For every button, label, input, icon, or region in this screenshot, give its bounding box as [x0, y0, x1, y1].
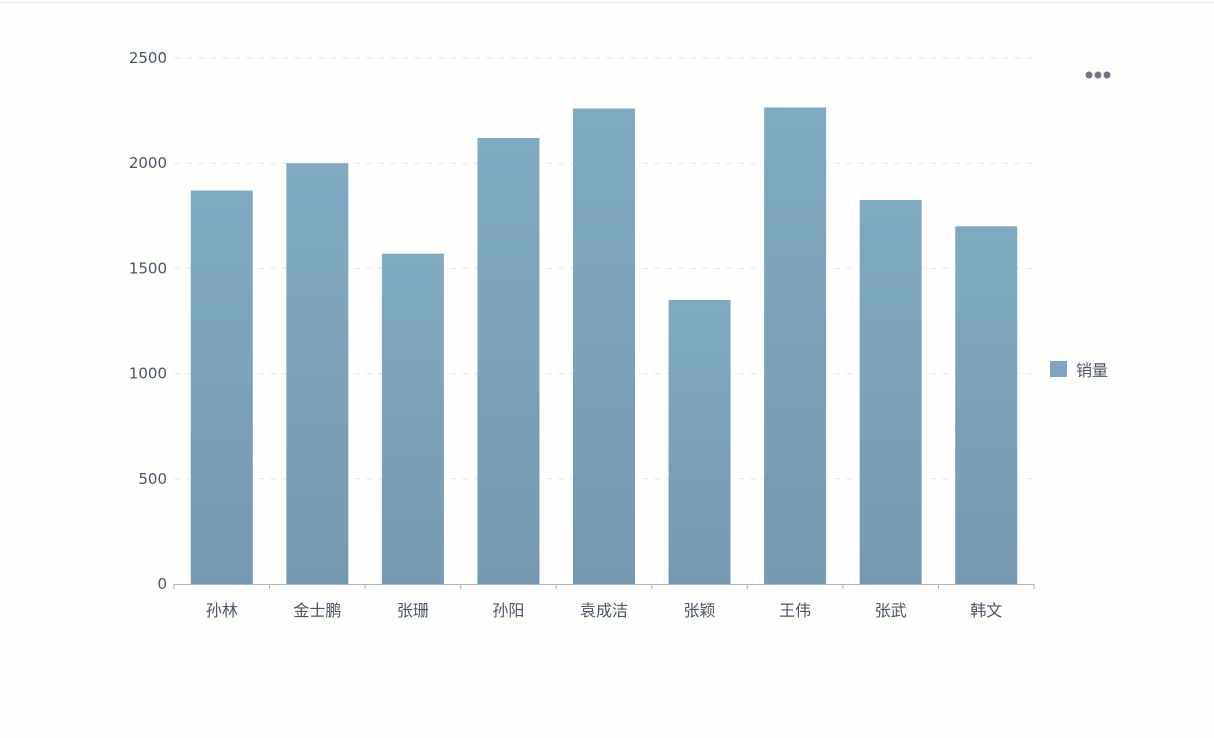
bar	[668, 299, 731, 584]
bar	[573, 108, 635, 584]
x-tick-label: 孙阳	[492, 601, 524, 620]
x-tick-label: 金士鹏	[293, 601, 341, 620]
top-border	[0, 2, 1214, 3]
x-tick-label: 张武	[875, 601, 907, 620]
y-tick-label: 1500	[129, 259, 167, 277]
x-tick-label: 袁成洁	[580, 601, 628, 620]
bar	[955, 226, 1018, 584]
bar	[477, 137, 540, 584]
y-tick-label: 0	[157, 575, 167, 593]
y-tick-label: 2000	[129, 154, 167, 172]
legend-item[interactable]: 销量	[1050, 357, 1108, 381]
bar	[859, 200, 922, 584]
legend-swatch	[1050, 361, 1067, 377]
bar	[286, 163, 349, 584]
bar	[381, 253, 444, 584]
bar	[190, 190, 253, 584]
x-tick-label: 孙林	[206, 601, 238, 620]
x-tick-label: 王伟	[779, 601, 811, 620]
more-options-button[interactable]	[1084, 68, 1114, 82]
x-tick-label: 张颖	[684, 601, 716, 620]
y-tick-label: 1000	[129, 365, 167, 383]
bar	[764, 107, 827, 584]
y-tick-label: 2500	[129, 49, 167, 67]
more-dots-icon	[1085, 71, 1111, 79]
x-tick-label: 韩文	[970, 601, 1002, 620]
y-tick-label: 500	[138, 470, 167, 488]
legend-label: 销量	[1076, 361, 1109, 380]
x-tick-label: 张珊	[397, 601, 429, 620]
